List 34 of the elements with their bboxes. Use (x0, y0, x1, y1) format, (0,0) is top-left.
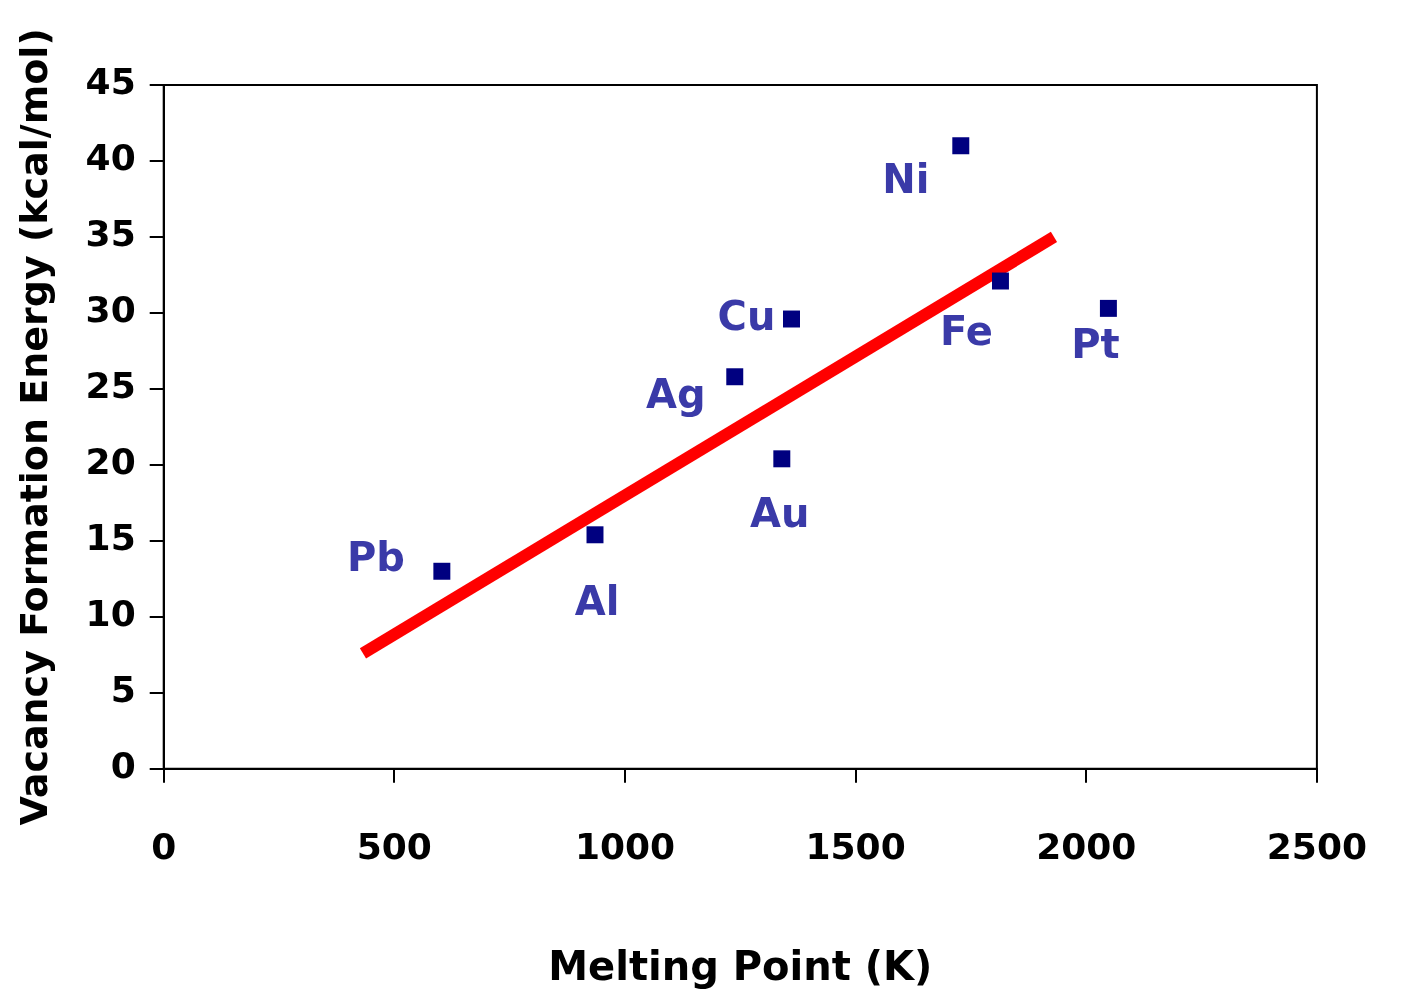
y-tick-label: 30 (85, 289, 136, 331)
y-tick-label: 25 (85, 365, 136, 407)
point (726, 368, 744, 386)
point (952, 137, 970, 155)
annotation: Al (574, 578, 620, 625)
y-tick-label: 40 (85, 137, 136, 179)
annotation: Pt (1071, 320, 1120, 367)
y-axis-title: Vacancy Formation Energy (kcal/mol) (11, 28, 56, 826)
point (991, 272, 1009, 290)
y-tick-label: 45 (85, 61, 136, 103)
x-tick-label: 2000 (1036, 825, 1137, 867)
point (586, 526, 604, 544)
annotation: Cu (717, 293, 776, 340)
annotation: Ag (645, 371, 706, 418)
annotation: Au (750, 490, 810, 537)
x-tick-label: 500 (356, 825, 432, 867)
point (433, 562, 451, 580)
annotation: Ni (882, 156, 930, 203)
y-tick-label: 0 (110, 745, 136, 787)
x-tick-label: 1500 (805, 825, 906, 867)
point (783, 310, 800, 328)
y-tick-label: 10 (85, 593, 136, 635)
x-tick-label: 0 (151, 825, 177, 867)
y-tick-label: 20 (85, 441, 136, 483)
annotation: Pb (346, 533, 405, 580)
y-tick-label: 5 (110, 669, 136, 711)
y-tick-label: 15 (85, 517, 136, 559)
x-tick-label: 1000 (574, 825, 676, 867)
y-tick-label: 35 (85, 213, 136, 255)
point (1099, 299, 1117, 317)
annotation: Fe (940, 308, 993, 355)
x-axis-title: Melting Point (K) (548, 943, 933, 990)
x-tick-label: 2500 (1266, 825, 1367, 867)
point (773, 450, 791, 468)
